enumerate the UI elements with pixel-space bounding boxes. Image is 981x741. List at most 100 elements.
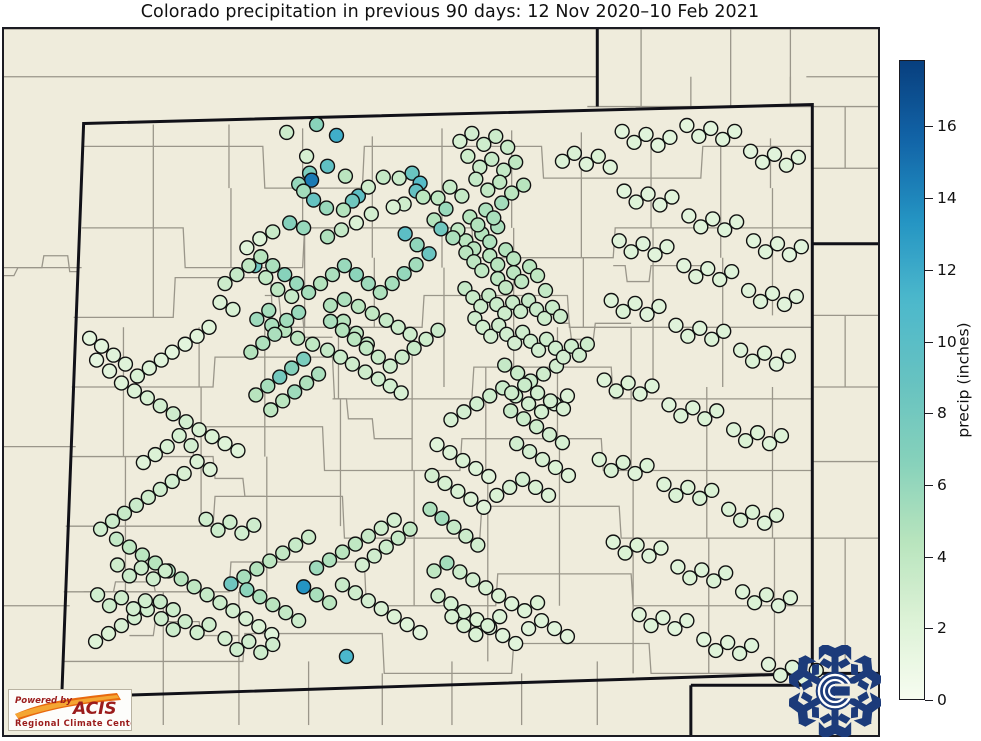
- precip-marker: [538, 331, 555, 347]
- precip-marker: [252, 231, 268, 247]
- precip-marker: [322, 313, 339, 330]
- precip-marker: [639, 306, 655, 323]
- map-panel: [2, 27, 880, 737]
- precip-marker: [464, 125, 480, 142]
- precip-marker: [679, 117, 695, 134]
- precip-marker: [394, 349, 410, 365]
- precip-marker: [793, 239, 810, 255]
- precip-marker: [382, 378, 398, 394]
- precip-marker: [443, 596, 459, 612]
- precip-marker: [312, 275, 329, 292]
- map-canvas: [4, 29, 878, 735]
- colorbar-tick-0: [925, 700, 933, 701]
- precip-marker: [370, 349, 386, 365]
- precip-marker: [468, 171, 484, 187]
- precip-marker: [766, 146, 783, 162]
- precip-marker: [629, 537, 645, 553]
- precip-marker: [623, 244, 639, 260]
- precip-marker: [189, 624, 205, 641]
- precip-marker: [152, 481, 168, 498]
- precip-marker: [590, 148, 606, 164]
- precip-marker: [591, 451, 607, 468]
- precip-marker: [439, 555, 455, 571]
- precip-marker: [482, 388, 498, 404]
- precip-marker: [390, 530, 406, 546]
- precip-marker: [113, 617, 130, 634]
- precip-marker: [668, 487, 684, 504]
- precip-marker: [288, 275, 305, 292]
- precip-station-markers: [81, 116, 824, 686]
- precip-marker: [444, 609, 460, 625]
- precip-marker: [262, 553, 278, 569]
- precip-marker: [442, 179, 458, 195]
- precip-marker: [173, 571, 189, 587]
- precip-marker: [386, 512, 402, 528]
- precip-marker: [768, 507, 785, 523]
- precip-marker: [284, 288, 300, 305]
- precip-marker: [773, 428, 790, 444]
- precip-marker: [555, 401, 572, 417]
- precip-marker: [109, 557, 126, 573]
- precip-marker: [680, 479, 696, 496]
- precip-marker: [236, 569, 252, 585]
- colorbar-gradient: [899, 60, 925, 700]
- precip-marker: [780, 348, 797, 364]
- precip-marker: [529, 267, 546, 284]
- precip-marker: [761, 435, 778, 452]
- precip-marker: [685, 400, 701, 416]
- precip-marker: [265, 597, 281, 613]
- precip-marker: [284, 360, 300, 376]
- precip-marker: [289, 330, 306, 346]
- precip-marker: [363, 206, 379, 222]
- precip-marker: [433, 221, 449, 237]
- precip-marker: [757, 244, 774, 260]
- precip-marker: [596, 372, 612, 388]
- precip-marker: [241, 258, 257, 274]
- precip-marker: [603, 292, 619, 309]
- precip-marker: [279, 312, 295, 329]
- precip-marker: [171, 428, 187, 444]
- precip-marker: [134, 547, 151, 563]
- colorbar-tick-12: [925, 269, 933, 271]
- precip-marker: [724, 263, 740, 280]
- precip-marker: [202, 461, 218, 478]
- precip-marker: [554, 153, 571, 169]
- precip-marker: [664, 189, 680, 205]
- precip-marker: [263, 402, 279, 418]
- colorbar-tick-14: [925, 198, 933, 199]
- precip-marker: [239, 582, 255, 598]
- precip-marker: [768, 356, 785, 372]
- precip-marker: [406, 340, 422, 356]
- precip-marker: [541, 427, 558, 443]
- colorbar-tick-8: [925, 413, 933, 415]
- precip-marker: [760, 656, 777, 673]
- precip-marker: [504, 185, 520, 201]
- precip-marker: [165, 602, 181, 618]
- precip-marker: [81, 330, 98, 346]
- precip-marker: [497, 357, 513, 373]
- precip-marker: [533, 404, 550, 420]
- precip-marker: [308, 116, 325, 133]
- precip-marker: [288, 537, 304, 553]
- precip-marker: [223, 576, 239, 592]
- precip-marker: [421, 246, 437, 262]
- precip-marker: [348, 215, 365, 231]
- precip-marker: [430, 588, 446, 604]
- precip-marker: [520, 620, 537, 637]
- precip-marker: [378, 312, 394, 329]
- precip-marker: [668, 317, 684, 333]
- precip-marker: [483, 328, 499, 344]
- precip-marker: [290, 612, 307, 629]
- precip-marker: [198, 511, 214, 527]
- precip-marker: [191, 422, 207, 438]
- precip-marker: [89, 587, 106, 603]
- precip-marker: [443, 412, 459, 428]
- precip-marker: [529, 385, 546, 401]
- precip-marker: [201, 616, 217, 633]
- precip-marker: [298, 375, 315, 391]
- precip-marker: [655, 610, 671, 626]
- precip-marker: [474, 262, 490, 279]
- precip-marker: [772, 667, 789, 683]
- precip-marker: [384, 275, 400, 292]
- precip-marker: [754, 154, 771, 170]
